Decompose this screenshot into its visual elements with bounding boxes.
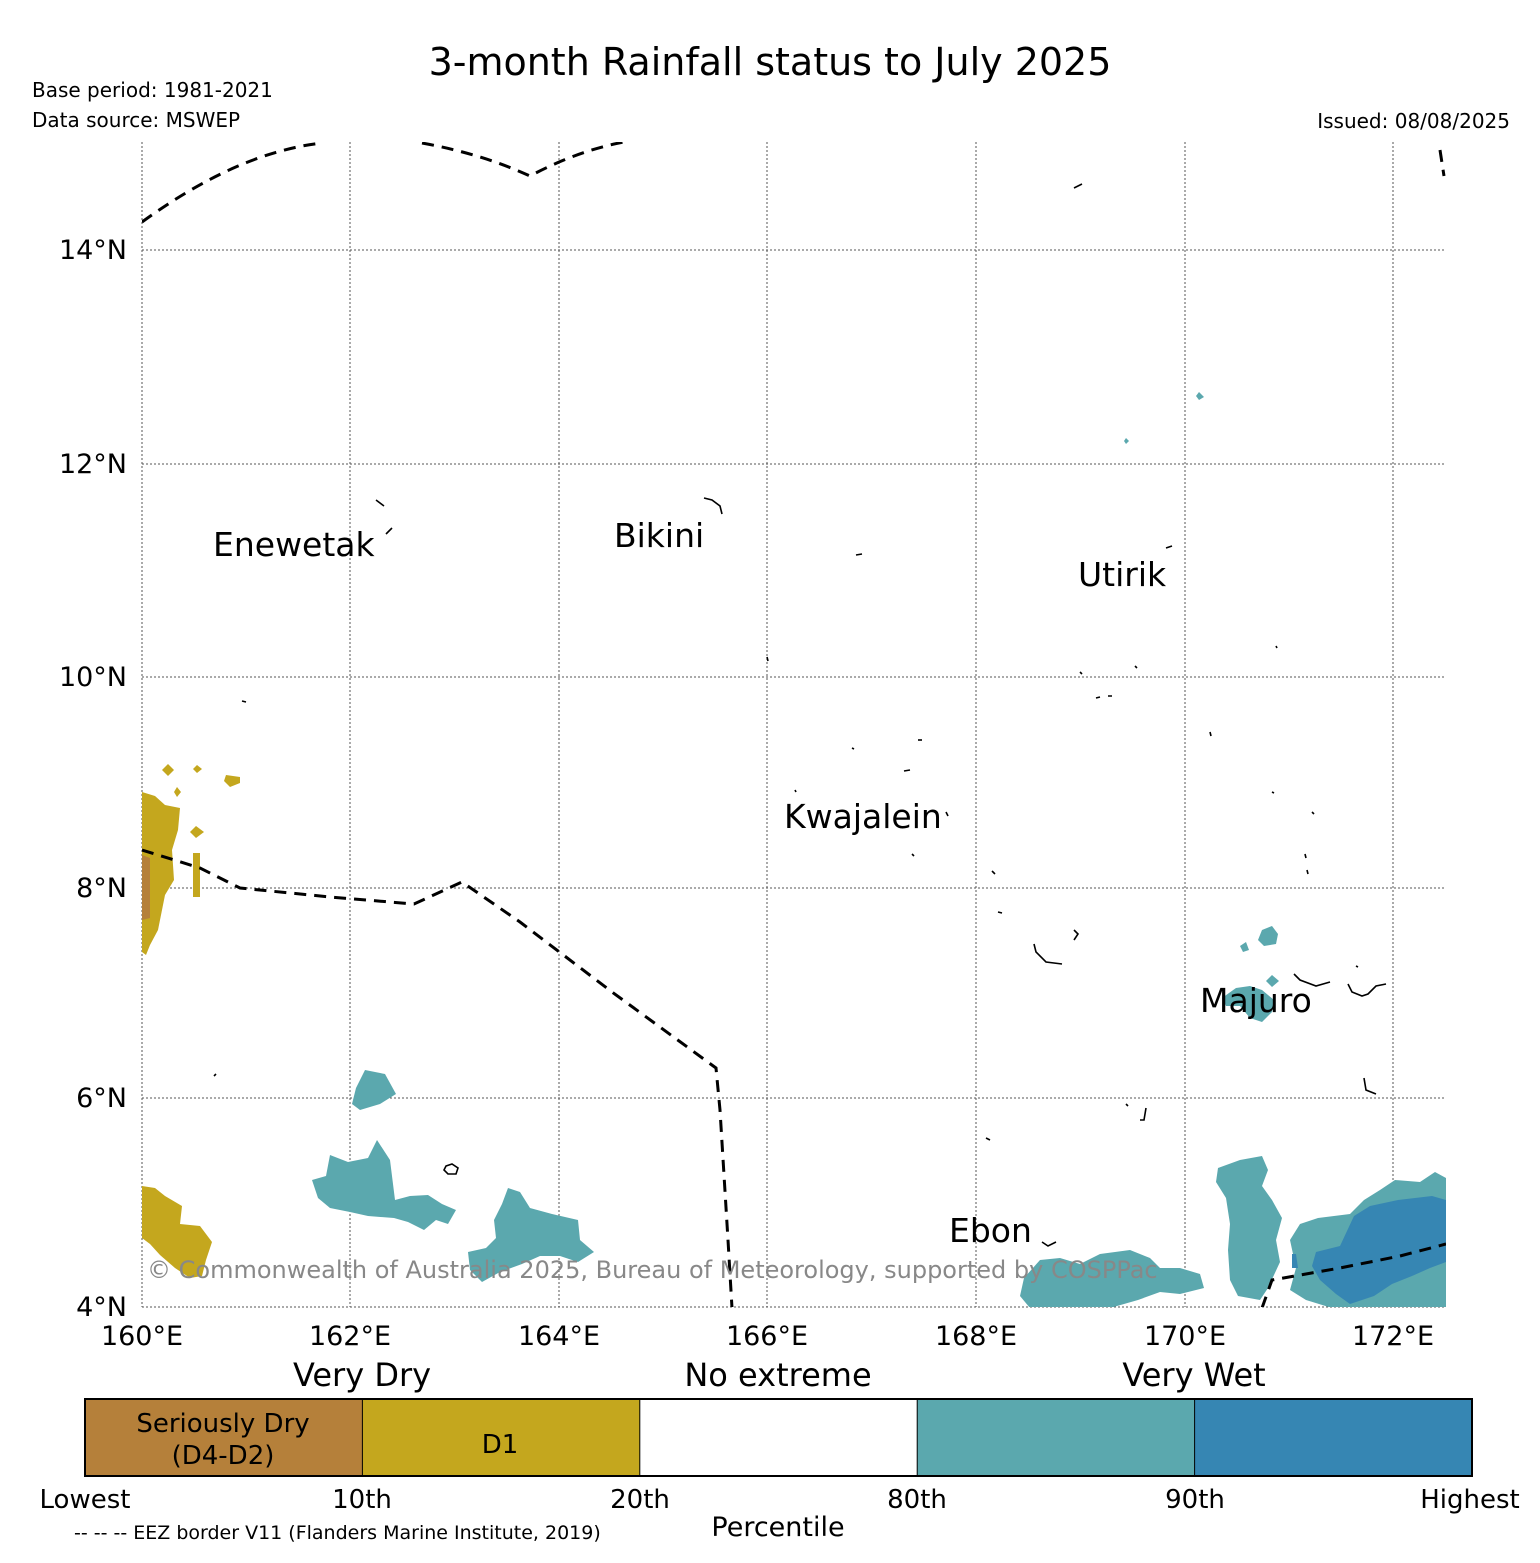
- lon-label: 164°E: [518, 1321, 600, 1352]
- legend-cell-no-extreme: [639, 1399, 918, 1476]
- legend-group-no-extreme: No extreme: [684, 1356, 871, 1394]
- d1-patch: [193, 765, 202, 773]
- gridlines: [141, 142, 1446, 1308]
- wet-80-patch: [1216, 1156, 1282, 1300]
- lon-label: 168°E: [935, 1321, 1017, 1352]
- legend-group-very-dry: Very Dry: [293, 1356, 431, 1394]
- place-label-kwajalein: Kwajalein: [784, 797, 942, 836]
- legend-tick-label: 90th: [1165, 1485, 1225, 1515]
- wet-80-patch: [1222, 986, 1274, 1022]
- eez-border: [142, 142, 1446, 1307]
- map-title: 3-month Rainfall status to July 2025: [428, 40, 1112, 84]
- wet-80-patch: [1266, 975, 1279, 987]
- legend-cell-wet-90: [1194, 1399, 1472, 1476]
- lat-label: 8°N: [76, 873, 127, 904]
- lon-label: 162°E: [309, 1321, 391, 1352]
- legend-tick-label: Lowest: [40, 1485, 131, 1515]
- lat-label: 10°N: [59, 662, 127, 693]
- lat-label: 6°N: [76, 1083, 127, 1114]
- wet-90-patch: [1292, 1254, 1298, 1268]
- d1-patch: [162, 764, 174, 776]
- legend-axis-label: Percentile: [711, 1512, 845, 1543]
- lat-label: 14°N: [59, 235, 127, 266]
- legend-cell-d1: [362, 1399, 640, 1476]
- d1-patch: [193, 853, 200, 897]
- legend-cell-wet-80: [917, 1399, 1195, 1476]
- lon-label: 166°E: [726, 1321, 808, 1352]
- wet-80-patch: [312, 1140, 456, 1230]
- seriously-dry-region: [142, 855, 150, 920]
- place-label-bikini: Bikini: [614, 516, 704, 555]
- legend-group-very-wet: Very Wet: [1122, 1356, 1265, 1394]
- wet-80-patch: [1020, 1250, 1204, 1307]
- data-source: Data source: MSWEP: [32, 108, 241, 132]
- lon-label: 170°E: [1144, 1321, 1226, 1352]
- legend-cell-label: Seriously Dry: [136, 1409, 309, 1439]
- legend-tick-label: 80th: [887, 1485, 947, 1515]
- wet-80-patch: [468, 1188, 594, 1282]
- wet-80-patch: [1240, 942, 1249, 952]
- d1-patch: [224, 775, 240, 787]
- legend-cell-seriously-dry: [85, 1399, 363, 1476]
- lat-label: 12°N: [59, 449, 127, 480]
- legend-colorbar: Seriously Dry (D4-D2) D1: [84, 1398, 1473, 1477]
- wet-80-patch: [1124, 438, 1129, 444]
- legend-tick-label: 10th: [332, 1485, 392, 1515]
- d1-region-southwest: [142, 1186, 212, 1278]
- base-period: Base period: 1981-2021: [32, 78, 273, 102]
- eez-border-note: -- -- -- EEZ border V11 (Flanders Marine…: [74, 1522, 601, 1544]
- place-label-ebon: Ebon: [949, 1211, 1032, 1250]
- wet-80-patch: [1258, 926, 1278, 946]
- issued-date: Issued: 08/08/2025: [1317, 109, 1510, 133]
- place-label-utirik: Utirik: [1078, 555, 1167, 594]
- copyright-notice: © Commonwealth of Australia 2025, Bureau…: [147, 1256, 1158, 1284]
- lon-label: 172°E: [1352, 1321, 1434, 1352]
- wet-80-patch: [352, 1070, 396, 1110]
- d1-region-west: [142, 792, 180, 955]
- legend-tick-label: Highest: [1420, 1485, 1520, 1515]
- d1-patch: [190, 826, 204, 838]
- place-label-majuro: Majuro: [1200, 981, 1312, 1020]
- wet-80-patch: [1196, 392, 1204, 400]
- legend-cell-label: (D4-D2): [172, 1441, 275, 1471]
- legend-cell-label: D1: [482, 1430, 519, 1460]
- lon-label: 160°E: [101, 1321, 183, 1352]
- d1-patch: [174, 787, 181, 797]
- wet-90-patch: [1312, 1196, 1446, 1304]
- lat-label: 4°N: [76, 1292, 127, 1323]
- place-label-enewetak: Enewetak: [213, 525, 376, 564]
- legend-tick-label: 20th: [610, 1485, 670, 1515]
- island-outlines: [213, 183, 1387, 1247]
